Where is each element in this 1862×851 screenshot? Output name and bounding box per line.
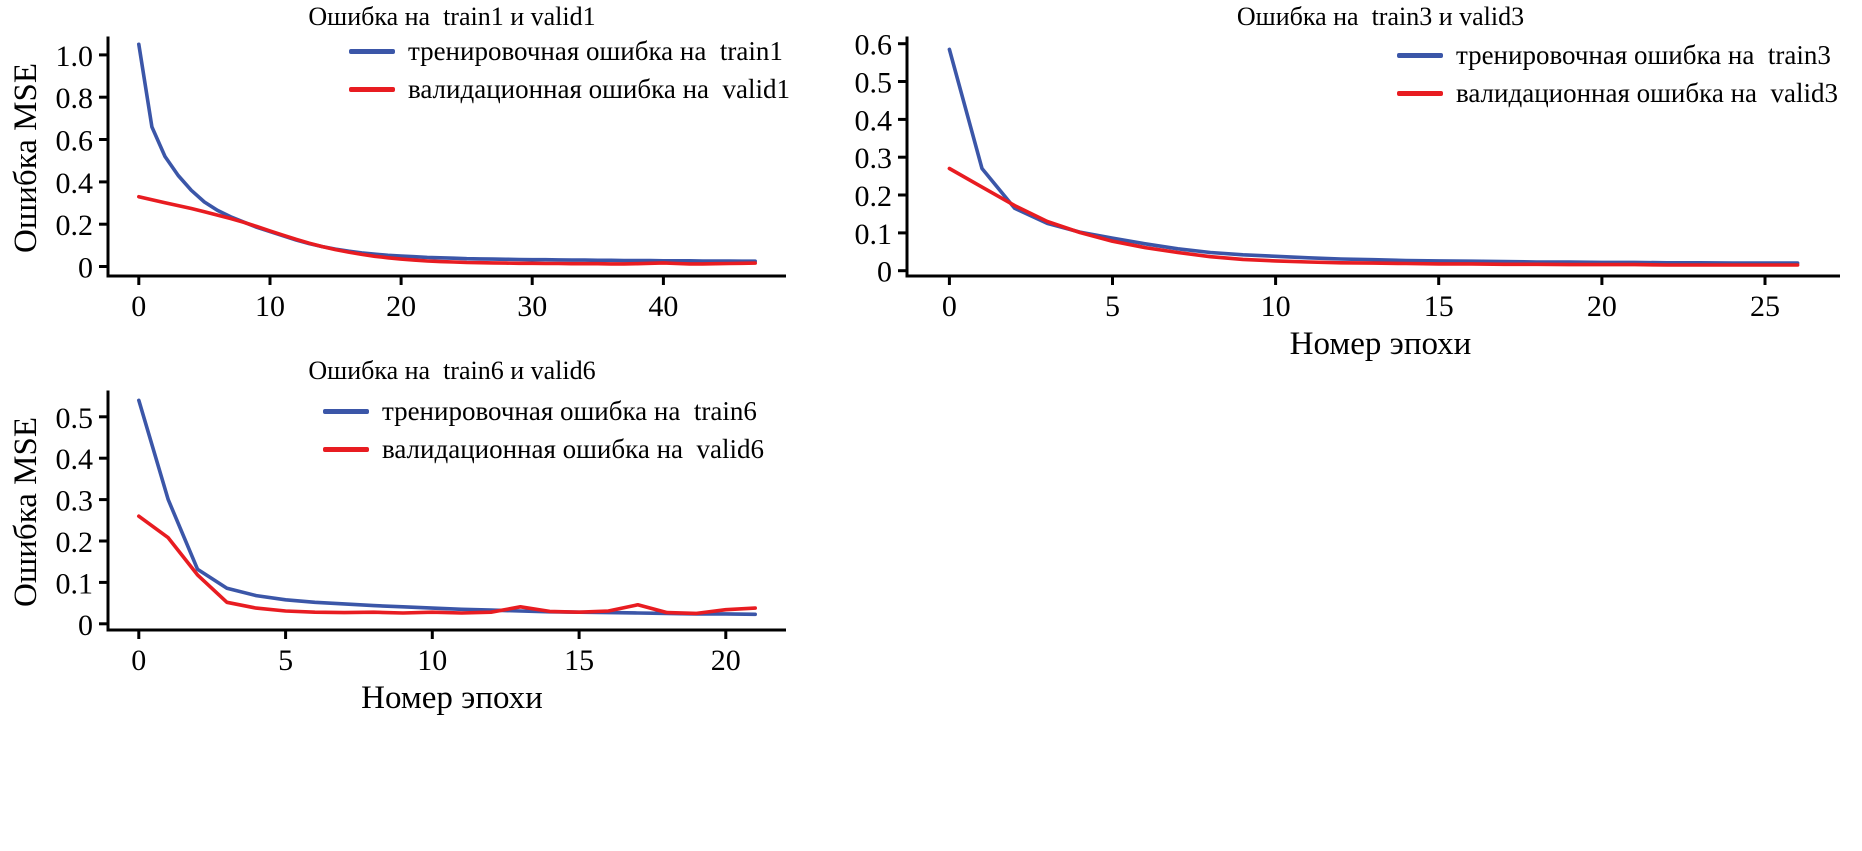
y-tick-label: 0 xyxy=(78,252,93,285)
x-tick-label: 20 xyxy=(386,290,416,322)
legend-item-train: тренировочная ошибка на train1 xyxy=(348,36,790,67)
x-tick-label: 15 xyxy=(564,644,594,676)
valid-line-swatch xyxy=(348,87,395,92)
valid-line-swatch xyxy=(1396,91,1443,96)
valid-loss-line xyxy=(137,514,758,616)
x-axis-label: Номер эпохи xyxy=(1289,326,1472,362)
y-tick-label: 0.3 xyxy=(56,485,94,518)
y-tick-label: 0.4 xyxy=(855,104,893,137)
legend-label-valid: валидационная ошибка на valid1 xyxy=(407,74,790,104)
x-tick-label: 10 xyxy=(417,644,447,676)
y-tick-label: 0.2 xyxy=(56,209,94,242)
chart-svg: 0 5 10 15 20 25 0 0.1 0.2 0.3 0.4 0.5 0.6 xyxy=(855,32,1840,322)
legend-label-valid: валидационная ошибка на valid6 xyxy=(381,434,764,464)
x-tick-label: 20 xyxy=(1587,290,1617,322)
legend-item-valid: валидационная ошибка на valid6 xyxy=(322,434,764,465)
legend: тренировочная ошибка на train6 валидацио… xyxy=(322,396,764,465)
legend-item-valid: валидационная ошибка на valid3 xyxy=(1396,78,1838,109)
legend-label-train: тренировочная ошибка на train3 xyxy=(1455,40,1831,70)
legend-label-train: тренировочная ошибка на train6 xyxy=(381,396,757,426)
legend: тренировочная ошибка на train3 валидацио… xyxy=(1396,40,1838,109)
x-tick-label: 0 xyxy=(942,290,957,322)
chart-body: Ошибка MSE 0 5 10 15 20 0 0.1 0.2 0.3 0.4 0.5 трен… xyxy=(8,386,796,676)
y-axis-label: Ошибка MSE xyxy=(8,417,44,607)
x-axis-label: Номер эпохи xyxy=(361,680,543,716)
x-tick-label: 5 xyxy=(1105,290,1120,322)
x-tick-label: 15 xyxy=(1424,290,1454,322)
y-tick-label: 0.3 xyxy=(855,142,893,175)
x-tick-label: 0 xyxy=(131,290,146,322)
y-tick-label: 1.0 xyxy=(56,40,94,73)
chart-body: 0 5 10 15 20 25 0 0.1 0.2 0.3 0.4 0.5 0.6 тренировоч… xyxy=(842,32,1854,322)
legend-item-train: тренировочная ошибка на train6 xyxy=(322,396,764,427)
y-tick-label: 0 xyxy=(877,256,892,289)
y-tick-label: 0.5 xyxy=(56,402,94,435)
y-tick-label: 0.6 xyxy=(56,125,94,158)
valid-line-swatch xyxy=(322,447,369,452)
y-tick-label: 0.5 xyxy=(855,67,893,100)
y-tick-label: 0.8 xyxy=(56,82,94,115)
train-line-swatch xyxy=(1396,53,1443,58)
chart-title: Ошибка на train3 и valid3 xyxy=(1236,2,1525,31)
train-line-swatch xyxy=(348,49,395,54)
y-tick-label: 0.2 xyxy=(56,526,94,559)
y-tick-label: 0.1 xyxy=(855,218,893,251)
legend-label-train: тренировочная ошибка на train1 xyxy=(407,36,783,66)
train-loss-line xyxy=(137,398,758,617)
valid-loss-line xyxy=(947,166,1800,267)
x-tick-label: 10 xyxy=(255,290,285,322)
chart-train3-valid3: Ошибка на train3 и valid3 0 5 10 15 20 25 0 0.1… xyxy=(842,2,1854,370)
y-tick-label: 0.6 xyxy=(855,32,893,62)
chart-title: Ошибка на train1 и valid1 xyxy=(308,2,596,31)
chart-train6-valid6: Ошибка на train6 и valid6 Ошибка MSE 0 5 1… xyxy=(8,356,796,724)
x-tick-label: 30 xyxy=(517,290,547,322)
legend-item-valid: валидационная ошибка на valid1 xyxy=(348,74,790,105)
valid-loss-line xyxy=(137,194,758,266)
plot-area: 0 5 10 15 20 25 0 0.1 0.2 0.3 0.4 0.5 0.6 xyxy=(842,32,1854,322)
x-tick-label: 40 xyxy=(648,290,678,322)
x-tick-label: 5 xyxy=(278,644,293,676)
y-axis-label: Ошибка MSE xyxy=(8,63,44,253)
train-line-swatch xyxy=(322,409,369,414)
chart-train1-valid1: Ошибка на train1 и valid1 Ошибка MSE 0 10… xyxy=(8,2,796,322)
x-tick-label: 0 xyxy=(131,644,146,676)
chart-svg: 0 10 20 30 40 0 0.2 0.4 0.6 0.8 1.0 xyxy=(56,36,786,322)
y-tick-label: 0.1 xyxy=(56,567,94,600)
y-tick-label: 0.2 xyxy=(855,180,893,213)
y-tick-label: 0.4 xyxy=(56,167,94,200)
x-tick-label: 25 xyxy=(1750,290,1780,322)
y-tick-label: 0 xyxy=(78,609,93,642)
x-tick-label: 20 xyxy=(711,644,741,676)
y-tick-label: 0.4 xyxy=(56,443,94,476)
legend-label-valid: валидационная ошибка на valid3 xyxy=(1455,78,1838,108)
plot-area: 0 5 10 15 20 0 0.1 0.2 0.3 0.4 0.5 xyxy=(44,386,796,676)
chart-body: Ошибка MSE 0 10 20 30 40 0 0.2 0.4 0.6 0.8 1.0 тре… xyxy=(8,32,796,322)
plot-area: 0 10 20 30 40 0 0.2 0.4 0.6 0.8 1.0 xyxy=(44,32,796,322)
chart-svg: 0 5 10 15 20 0 0.1 0.2 0.3 0.4 0.5 xyxy=(56,390,786,676)
legend-item-train: тренировочная ошибка на train3 xyxy=(1396,40,1838,71)
chart-title: Ошибка на train6 и valid6 xyxy=(308,356,596,385)
x-tick-label: 10 xyxy=(1261,290,1291,322)
legend: тренировочная ошибка на train1 валидацио… xyxy=(348,36,790,105)
